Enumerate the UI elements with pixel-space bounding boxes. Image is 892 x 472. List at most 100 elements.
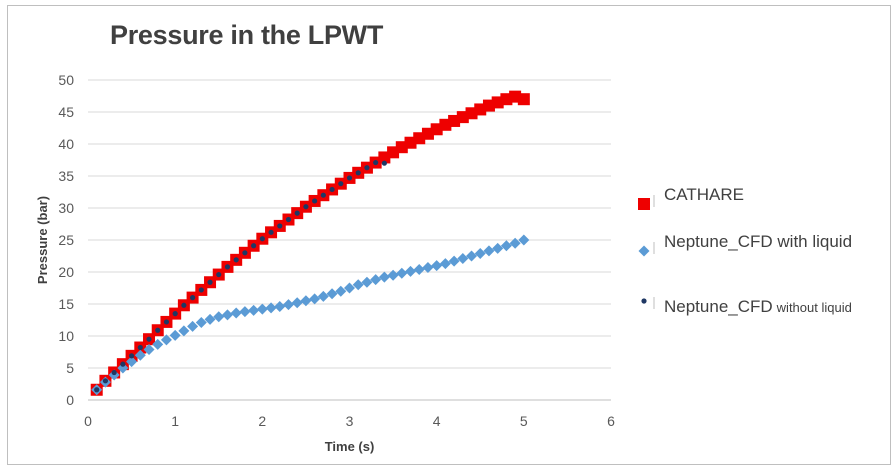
point-s2-33 [381,160,387,166]
point-s1-11 [187,320,199,332]
legend-marker-circle-icon [641,298,647,304]
x-tick-label-2: 2 [258,413,266,429]
point-s1-22 [282,299,294,311]
legend-item-neptune-without-liquid: Neptune_CFD without liquid [641,297,852,316]
point-s2-18 [251,243,257,249]
point-s2-13 [207,279,213,285]
y-tick-label-45: 45 [58,104,74,120]
x-tick-label-5: 5 [520,413,528,429]
y-tick-label-30: 30 [58,200,74,216]
legend-item-cathare: CATHARE [638,185,744,210]
point-s2-0 [94,387,100,393]
point-s2-27 [329,186,335,193]
point-s1-6 [143,343,155,355]
point-s2-17 [242,250,248,256]
point-s1-14 [213,311,225,323]
point-s1-43 [466,250,478,262]
point-s2-2 [111,369,117,376]
point-s1-29 [344,282,355,294]
point-s2-26 [320,192,326,198]
legend-label-neptune-without-liquid: Neptune_CFD without liquid [664,297,852,316]
point-s1-25 [309,293,321,305]
point-s2-14 [216,271,222,278]
point-s2-4 [128,353,135,359]
point-s2-12 [198,287,204,293]
point-s2-6 [146,336,152,342]
point-s2-3 [120,361,126,367]
point-s2-25 [312,198,318,204]
point-s1-3 [117,362,129,374]
point-s1-38 [422,262,434,274]
point-s2-32 [373,159,379,166]
point-s1-36 [405,265,417,277]
point-s1-34 [387,269,399,281]
point-s1-13 [204,313,216,325]
x-tick-label-0: 0 [84,413,92,429]
y-tick-label-10: 10 [58,328,74,344]
point-s2-11 [190,295,196,301]
series-layer [90,90,530,396]
point-s1-42 [457,253,469,265]
point-s2-1 [102,378,109,384]
point-s1-31 [361,276,373,288]
point-s1-49 [518,234,530,246]
point-s1-32 [370,274,382,286]
chart-title: Pressure in the LPWT [110,20,384,50]
x-tick-label-1: 1 [171,413,179,429]
point-s1-20 [265,302,277,314]
point-s1-21 [274,301,286,313]
legend-item-neptune-with-liquid: Neptune_CFD with liquid [638,232,852,257]
y-tick-label-0: 0 [66,392,74,408]
point-s1-46 [492,242,504,254]
chart-frame [7,5,891,465]
point-s1-48 [509,237,521,249]
point-s1-40 [439,258,451,270]
y-axis-ticks: 0 5 10 15 20 25 30 35 40 45 50 [58,72,74,408]
point-s1-17 [239,306,251,318]
point-s1-10 [178,325,190,337]
point-s2-21 [277,223,283,229]
y-tick-label-20: 20 [58,264,74,280]
legend-label-main: Neptune_CFD [664,297,773,316]
point-s2-7 [155,327,161,333]
x-axis-ticks: 0 1 2 3 4 5 6 [84,413,615,429]
series-2 [94,159,387,393]
point-s2-19 [259,236,265,242]
x-tick-label-3: 3 [346,413,354,429]
point-s1-27 [326,288,338,300]
point-s1-28 [335,285,347,297]
point-s1-30 [352,279,364,291]
point-s2-30 [355,170,361,176]
point-s2-15 [224,264,231,270]
legend-label-cathare: CATHARE [664,185,744,204]
point-s1-9 [169,329,181,341]
y-tick-label-40: 40 [58,136,74,152]
y-tick-label-25: 25 [58,232,74,248]
point-s1-23 [291,297,303,309]
point-s1-8 [160,334,172,346]
point-s2-8 [163,319,170,325]
point-s2-5 [137,344,143,351]
x-axis-title: Time (s) [325,439,375,454]
point-s2-31 [364,165,370,171]
point-s1-45 [483,245,495,257]
x-tick-label-6: 6 [607,413,615,429]
point-s1-39 [431,260,443,272]
series-1 [91,234,530,396]
y-tick-label-15: 15 [58,296,74,312]
point-s2-20 [268,229,274,235]
legend-label-neptune-with-liquid: Neptune_CFD with liquid [664,232,852,251]
point-s1-19 [256,303,268,315]
point-s1-7 [152,338,164,350]
legend: CATHARE Neptune_CFD with liquid Neptune_… [638,185,852,316]
point-s1-24 [300,295,312,307]
y-tick-label-5: 5 [66,360,74,376]
legend-marker-diamond-icon [638,245,650,257]
point-s1-47 [500,240,512,252]
point-s2-22 [285,216,292,223]
series-0 [90,90,530,396]
point-s1-35 [396,267,408,279]
point-s2-29 [346,175,353,181]
point-s0-49 [517,93,530,106]
